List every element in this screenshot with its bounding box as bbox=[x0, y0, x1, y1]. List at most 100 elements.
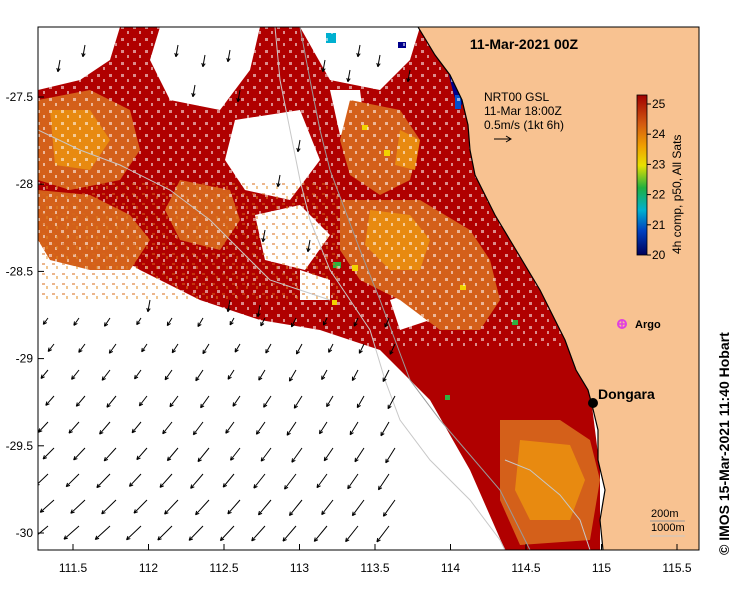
current-arrow bbox=[326, 395, 334, 408]
map-title: 11-Mar-2021 00Z bbox=[470, 36, 579, 52]
contour-legend: 200m 1000m bbox=[650, 508, 685, 537]
current-arrow bbox=[260, 317, 266, 327]
colorbar-tick-label: 23 bbox=[652, 157, 666, 171]
current-arrow bbox=[323, 447, 334, 462]
current-arrow bbox=[306, 239, 311, 253]
current-arrow bbox=[406, 69, 411, 83]
contour-legend-1000: 1000m bbox=[651, 522, 685, 534]
dongara-marker bbox=[588, 398, 598, 408]
current-arrow bbox=[146, 299, 151, 313]
map-plot bbox=[37, 26, 700, 551]
current-arrow bbox=[290, 317, 297, 328]
current-arrow bbox=[42, 447, 55, 460]
current-arrow bbox=[261, 229, 266, 243]
current-arrow bbox=[38, 421, 49, 433]
y-tick-label: -30 bbox=[16, 526, 34, 540]
label-dongara: Dongara bbox=[598, 386, 655, 402]
current-arrow bbox=[351, 499, 365, 517]
current-arrow bbox=[276, 174, 281, 188]
current-arrow bbox=[157, 525, 173, 541]
current-arrow bbox=[81, 44, 86, 58]
current-arrow bbox=[260, 447, 272, 462]
current-arrow bbox=[382, 369, 390, 382]
contour-200m bbox=[299, 27, 531, 550]
current-arrow bbox=[164, 499, 179, 515]
current-arrow bbox=[227, 499, 241, 515]
current-arrow bbox=[68, 421, 80, 434]
current-arrow bbox=[128, 473, 142, 487]
current-arrow bbox=[38, 473, 49, 486]
current-arrow bbox=[141, 343, 148, 353]
current-arrow bbox=[99, 421, 111, 435]
current-arrow bbox=[230, 447, 241, 461]
current-arrow bbox=[162, 421, 173, 435]
current-arrow bbox=[174, 44, 179, 58]
current-arrow bbox=[134, 369, 142, 380]
current-arrow bbox=[263, 395, 272, 408]
current-arrow bbox=[291, 447, 303, 463]
current-arrow bbox=[101, 369, 111, 381]
current-arrow bbox=[356, 44, 361, 58]
current-arrow bbox=[226, 299, 231, 313]
current-arrow bbox=[101, 499, 117, 515]
current-arrow bbox=[234, 343, 241, 353]
current-arrow bbox=[106, 395, 117, 408]
current-arrow bbox=[71, 369, 80, 380]
current-arrow bbox=[258, 369, 266, 381]
colorbar-ramp bbox=[636, 94, 648, 256]
x-tick-label: 113.5 bbox=[360, 561, 389, 575]
current-arrow bbox=[385, 447, 396, 464]
current-arrow bbox=[257, 499, 272, 516]
current-arrow bbox=[286, 421, 297, 436]
current-arrow bbox=[192, 421, 204, 436]
y-tick-label: -29 bbox=[16, 352, 34, 366]
y-tick-label: -28.5 bbox=[6, 264, 34, 278]
current-arrow bbox=[201, 54, 206, 68]
current-arrow bbox=[171, 343, 179, 354]
current-arrow bbox=[166, 317, 173, 327]
current-arrow bbox=[251, 525, 266, 542]
current-arrow bbox=[347, 473, 359, 490]
x-tick-label: 112.5 bbox=[209, 561, 238, 575]
current-arrow bbox=[222, 473, 235, 488]
x-tick-label: 114 bbox=[441, 561, 460, 575]
current-arrow bbox=[188, 525, 204, 541]
current-arrow bbox=[202, 343, 210, 355]
current-arrow bbox=[73, 317, 80, 326]
current-arrow bbox=[195, 369, 204, 382]
current-arrow bbox=[345, 525, 359, 543]
current-arrow bbox=[321, 499, 334, 516]
x-tick-label: 114.5 bbox=[511, 561, 540, 575]
colorbar-tick-label: 22 bbox=[652, 188, 666, 202]
current-arrow bbox=[103, 317, 111, 327]
current-arrow bbox=[126, 525, 142, 541]
current-arrow bbox=[346, 69, 351, 83]
current-arrow bbox=[253, 473, 266, 489]
current-arrow bbox=[56, 59, 61, 73]
current-arrow bbox=[377, 473, 390, 491]
x-tick-label: 111.5 bbox=[59, 561, 88, 575]
x-axis: 111.5 112 112.5 113 113.5 114 114.5 115 115.5 bbox=[59, 544, 692, 575]
current-arrow bbox=[39, 499, 55, 513]
current-arrow bbox=[349, 421, 359, 436]
current-arrow bbox=[159, 473, 173, 488]
current-arrow bbox=[316, 473, 328, 489]
current-arrow bbox=[318, 421, 328, 435]
current-arrow bbox=[227, 369, 235, 380]
y-tick-label: -27.5 bbox=[6, 90, 34, 104]
y-tick-label: -28 bbox=[16, 177, 34, 191]
current-arrow bbox=[190, 473, 204, 489]
current-arrow bbox=[288, 369, 297, 382]
current-arrow bbox=[288, 499, 303, 517]
current-arrow bbox=[255, 421, 266, 435]
x-tick-label: 112 bbox=[139, 561, 158, 575]
current-arrow bbox=[166, 447, 179, 462]
current-legend-line1: NRT00 GSL bbox=[484, 90, 549, 104]
current-arrow bbox=[96, 473, 111, 489]
current-arrow bbox=[131, 421, 142, 434]
current-arrow bbox=[136, 447, 148, 461]
colorbar-tick-label: 24 bbox=[652, 127, 666, 141]
current-arrow bbox=[356, 395, 365, 409]
current-arrow bbox=[256, 304, 261, 318]
x-tick-label: 115.5 bbox=[662, 561, 691, 575]
